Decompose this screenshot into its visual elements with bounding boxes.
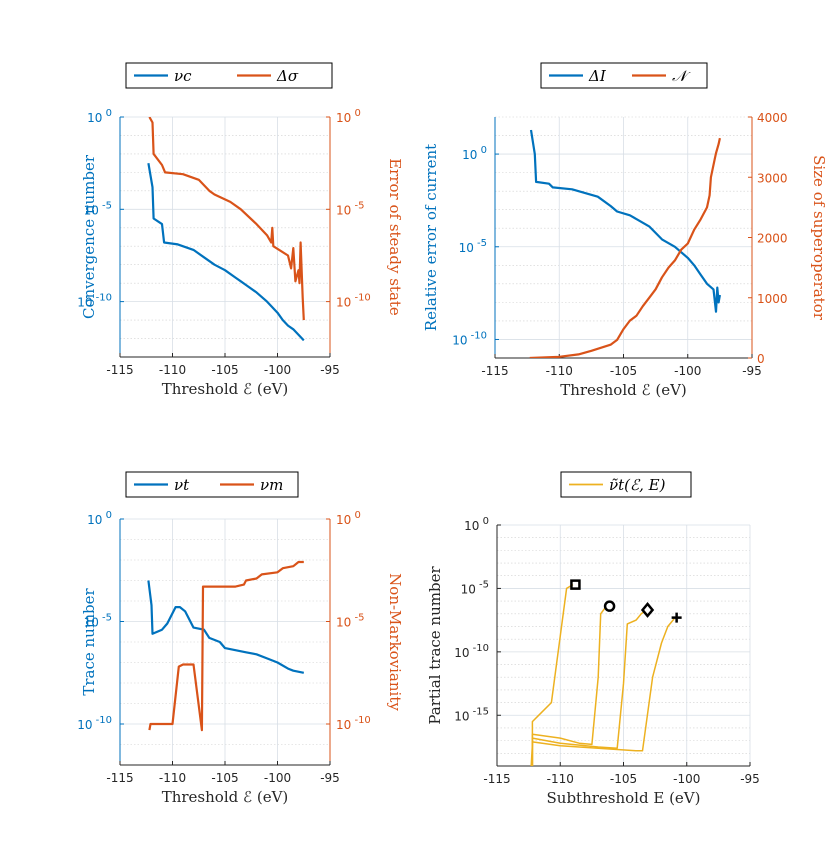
y-tick-label-left: 10 -10 [77, 715, 112, 732]
y-tick-label-left: 10 -5 [84, 613, 112, 630]
chart-panel-1: -115 -110 -105 -100 -95 10 0 10 -5 10 -10 10 0 10… [77, 62, 404, 398]
x-tick-label: -95 [320, 771, 340, 785]
x-tick-label: -115 [106, 363, 133, 377]
legend-label: νm [260, 476, 283, 494]
x-tick-label: -100 [674, 364, 701, 378]
x-tick-label: -105 [211, 363, 238, 377]
x-tick-label: -105 [610, 364, 637, 378]
x-axis-label: Threshold ℰ (eV) [560, 381, 687, 399]
series-line-2 [148, 117, 305, 321]
legend-label: Δσ [276, 67, 299, 85]
marker-diamond [640, 602, 655, 618]
x-tick-label: -110 [547, 772, 574, 786]
legend: ΔI 𝒩 [540, 62, 708, 89]
x-tick-label: -115 [106, 771, 133, 785]
series-line-1 [147, 580, 305, 674]
y-tick-label-left: 10 -10 [452, 330, 487, 347]
x-tick-label: -110 [159, 771, 186, 785]
x-tick-label: -95 [740, 772, 760, 786]
y-tick-label-left: 10 0 [87, 108, 112, 125]
y-tick-label-right: 10 -5 [336, 200, 364, 217]
y-tick-label-left: 10 -5 [459, 238, 487, 255]
y-tick-label-left: 10 0 [87, 510, 112, 527]
series-line-4 [531, 618, 675, 766]
y-tick-label-right: 3000 [757, 171, 788, 185]
x-tick-label: -115 [481, 364, 508, 378]
y-axis-label-right: Non-Markovianity [386, 573, 404, 711]
x-tick-label: -95 [320, 363, 340, 377]
x-axis-label: Threshold ℰ (eV) [162, 788, 289, 806]
legend-label: 𝒩 [672, 67, 691, 85]
legend-label: ν̃t(ℰ, E) [609, 476, 666, 494]
y-tick-label-left: 10 -15 [454, 706, 489, 723]
x-axis-label: Threshold ℰ (eV) [162, 380, 289, 398]
chart-panel-4: -115 -110 -105 -100 -95 10 0 10 -5 10 -10 10 -15… [426, 471, 760, 807]
y-tick-label-left: 10 -5 [84, 200, 112, 217]
y-tick-label-left: 10 0 [464, 516, 489, 533]
y-tick-label-right: 1000 [757, 292, 788, 306]
series-line-1 [529, 129, 721, 313]
x-tick-label: -105 [211, 771, 238, 785]
x-tick-label: -115 [483, 772, 510, 786]
series-line-2 [531, 607, 608, 766]
legend: νt νm [125, 471, 299, 498]
y-tick-label-right: 10 -5 [336, 613, 364, 630]
x-axis-label: Subthreshold E (eV) [547, 789, 701, 807]
y-tick-label-right: 2000 [757, 232, 788, 246]
series-line-2 [148, 560, 304, 732]
y-tick-label-left: 10 -5 [461, 579, 489, 596]
x-tick-label: -110 [159, 363, 186, 377]
y-tick-label-left: 10 -10 [454, 643, 489, 660]
y-axis-label-left: Partial trace number [426, 566, 444, 725]
series-line-3 [531, 610, 646, 766]
marker-circle [603, 600, 616, 612]
y-axis-label-left: Convergence number [80, 154, 98, 319]
y-axis-label-right: Error of steady state [386, 158, 404, 316]
legend: νc Δσ [125, 62, 333, 89]
legend-label: νc [174, 67, 192, 85]
x-tick-label: -100 [264, 771, 291, 785]
y-axis-label-right: Size of superoperator [810, 155, 828, 321]
y-tick-label-right: 10 0 [336, 510, 361, 527]
series-line-2 [529, 137, 721, 358]
x-tick-label: -110 [546, 364, 573, 378]
y-tick-label-right: 4000 [757, 111, 788, 125]
y-tick-label-right: 10 -10 [336, 715, 371, 732]
x-tick-label: -95 [742, 364, 762, 378]
y-tick-label-right: 10 0 [336, 108, 361, 125]
chart-panel-2: -115 -110 -105 -100 -95 10 0 10 -5 10 -10 0 1000 2… [422, 62, 828, 399]
y-tick-label-left: 10 -10 [77, 293, 112, 310]
y-axis-label-left: Trace number [80, 587, 98, 695]
marker-plus [671, 612, 682, 623]
chart-panel-3: -115 -110 -105 -100 -95 10 0 10 -5 10 -10 10 0 10… [77, 471, 404, 806]
x-tick-label: -105 [610, 772, 637, 786]
y-tick-label-left: 10 0 [462, 145, 487, 162]
marker-square [570, 579, 581, 590]
y-tick-label-right: 0 [757, 352, 765, 366]
y-tick-label-right: 10 -10 [336, 293, 371, 310]
x-tick-label: -100 [673, 772, 700, 786]
legend-label: ΔI [588, 67, 607, 85]
y-axis-label-left: Relative error of current [422, 144, 440, 331]
series-line-1 [147, 163, 305, 342]
legend: ν̃t(ℰ, E) [560, 471, 692, 498]
legend-label: νt [174, 476, 190, 494]
x-tick-label: -100 [264, 363, 291, 377]
